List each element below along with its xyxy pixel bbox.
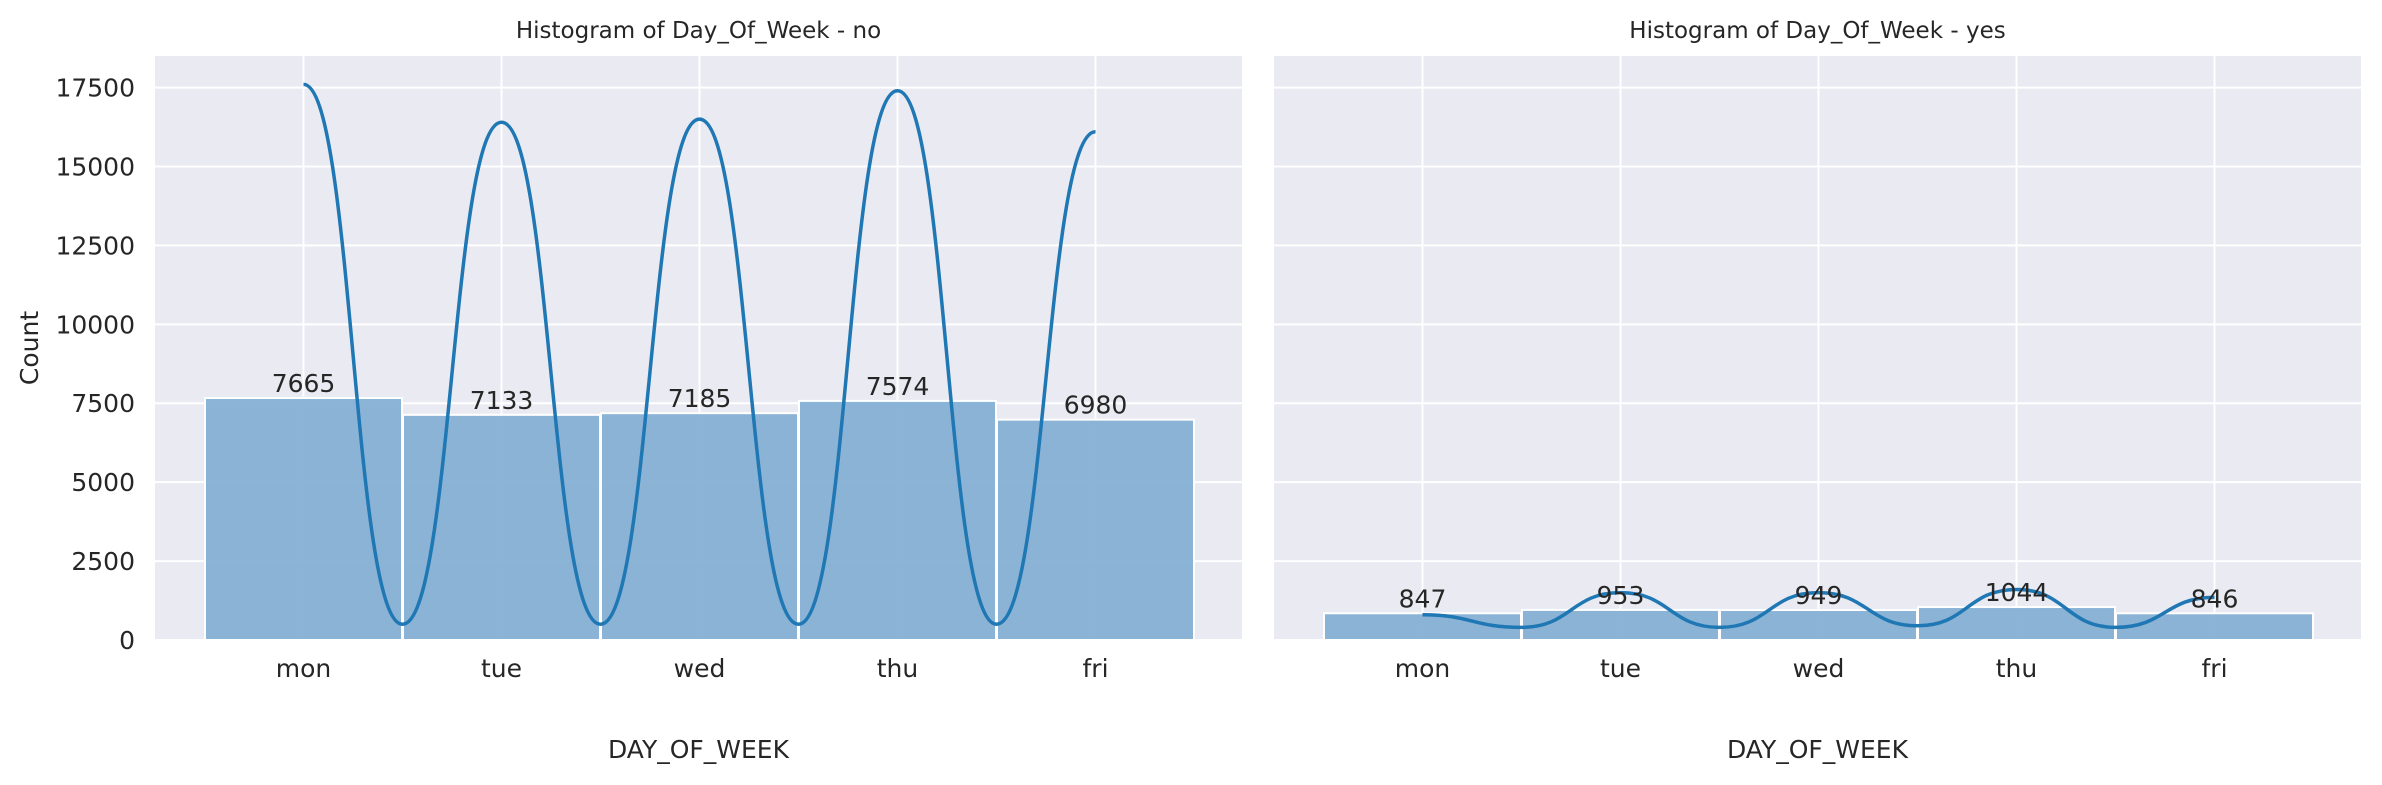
bar-wed [1719,609,1918,641]
bar-thu [1917,606,2116,641]
panel-yes: 847 953 949 1044 846 mon tue wed thu fri Histogram… [1274,18,2361,764]
bar-fri [996,418,1195,642]
bar-tue [402,413,601,642]
y-tick-label: 17500 [55,74,135,103]
x-tick-label: fri [1082,654,1108,683]
bar-value-label: 7665 [272,369,336,398]
bar-value-label: 6980 [1064,391,1128,420]
y-tick-label: 2500 [71,547,135,576]
x-axis-label: DAY_OF_WEEK [608,735,790,764]
y-tick-label: 12500 [55,231,135,260]
bar-value-label: 949 [1795,581,1843,610]
bar-value-label: 847 [1399,584,1447,613]
kde-line [302,82,1097,626]
x-tick-label: thu [877,654,919,683]
chart-title: Histogram of Day_Of_Week - no [516,18,881,44]
bar-value-label: 846 [2191,584,2239,613]
x-tick-label: tue [481,654,522,683]
bar-value-label: 7133 [470,386,534,415]
chart-title: Histogram of Day_Of_Week - yes [1629,18,2005,44]
y-tick-label: 0 [119,626,135,655]
panel-no: 7665 7133 7185 7574 6980 mon tue wed thu fri 0 2500… [15,18,1242,764]
x-tick-label: mon [276,654,332,683]
y-tick-label: 7500 [71,389,135,418]
x-tick-label: fri [2201,654,2227,683]
x-tick-label: thu [1996,654,2038,683]
y-axis-label: Count [15,311,44,385]
x-tick-label: tue [1600,654,1641,683]
x-tick-label: mon [1395,654,1451,683]
bar-fri [2115,612,2314,641]
y-tick-label: 5000 [71,468,135,497]
y-tick-label: 15000 [55,152,135,181]
kde-line [1422,587,2215,630]
bar-value-label: 1044 [1985,578,2049,607]
bar-value-label: 7185 [668,384,732,413]
x-tick-label: wed [1793,654,1845,683]
bar-mon [204,397,403,642]
x-tick-label: wed [674,654,726,683]
bar-value-label: 7574 [866,372,930,401]
bar-thu [798,399,997,642]
bar-wed [600,412,799,642]
y-tick-label: 10000 [55,310,135,339]
x-axis-label: DAY_OF_WEEK [1727,735,1909,764]
bar-value-label: 953 [1597,581,1645,610]
bar-tue [1521,608,1720,642]
